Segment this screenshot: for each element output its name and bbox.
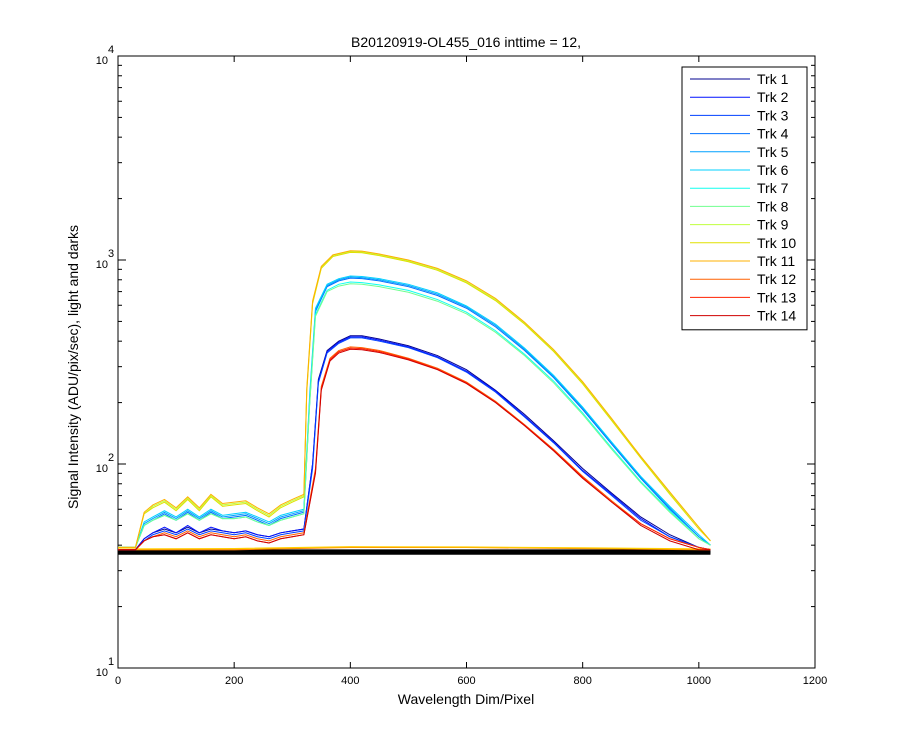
y-tick-label: 10 <box>96 259 108 271</box>
legend-label: Trk 1 <box>757 71 789 87</box>
y-tick-label: 10 <box>96 463 108 475</box>
y-tick-exponent: 2 <box>108 452 114 464</box>
legend-label: Trk 12 <box>757 271 796 287</box>
series-line <box>118 283 711 548</box>
legend-label: Trk 5 <box>757 144 789 160</box>
x-tick-label: 1000 <box>687 675 711 687</box>
legend-label: Trk 4 <box>757 126 789 142</box>
legend-label: Trk 2 <box>757 89 789 105</box>
legend-label: Trk 8 <box>757 198 789 214</box>
series-line <box>118 346 711 551</box>
y-tick-exponent: 1 <box>108 656 114 668</box>
x-tick-label: 0 <box>115 675 121 687</box>
x-tick-label: 1200 <box>803 675 827 687</box>
y-axis-label: Signal Intensity (ADU/pix/sec), light an… <box>65 225 81 509</box>
legend-label: Trk 9 <box>757 217 789 233</box>
x-tick-label: 200 <box>225 675 243 687</box>
series-line <box>118 281 711 548</box>
series-line <box>118 337 711 551</box>
y-tick-label: 10 <box>96 667 108 679</box>
series-line <box>118 276 711 548</box>
series-line <box>118 348 711 551</box>
x-tick-label: 600 <box>457 675 475 687</box>
chart-title: B20120919-OL455_016 inttime = 12, <box>351 34 581 50</box>
series-line <box>118 347 711 551</box>
legend-label: Trk 3 <box>757 107 789 123</box>
x-axis-label: Wavelength Dim/Pixel <box>398 691 534 707</box>
y-tick-label: 10 <box>96 55 108 67</box>
legend-box <box>681 66 808 331</box>
legend: Trk 1 Trk 2 Trk 3 Trk 4 Trk 5 Trk 6 Trk 7 Trk 8… <box>681 66 808 331</box>
y-tick-exponent: 4 <box>108 44 114 56</box>
legend-label: Trk 13 <box>757 289 796 305</box>
x-tick-label: 400 <box>341 675 359 687</box>
legend-label: Trk 10 <box>757 235 796 251</box>
series-line <box>118 335 711 551</box>
legend-label: Trk 11 <box>757 253 795 269</box>
x-tick-label: 800 <box>573 675 591 687</box>
series-line <box>118 250 711 548</box>
series-line <box>118 275 711 548</box>
series-line <box>118 336 711 551</box>
legend-label: Trk 14 <box>757 308 796 324</box>
series-line <box>118 277 711 548</box>
dark-trace-line <box>117 546 711 550</box>
y-tick-exponent: 3 <box>108 248 114 260</box>
legend-label: Trk 7 <box>757 180 789 196</box>
legend-label: Trk 6 <box>757 162 789 178</box>
